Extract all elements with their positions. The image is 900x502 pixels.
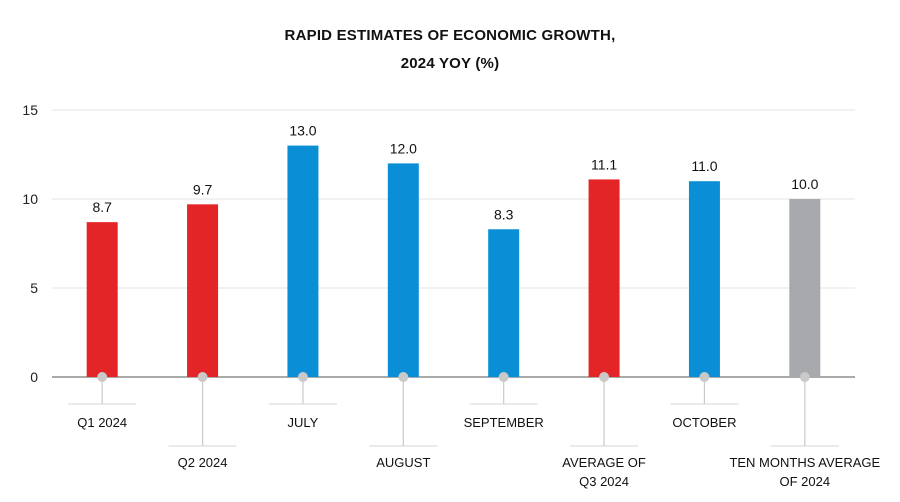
y-tick-label: 10: [22, 191, 38, 207]
x-tick-label: AUGUST: [376, 455, 430, 470]
bar: [789, 199, 821, 377]
axis-dot: [197, 372, 208, 382]
x-tick-label: JULY: [288, 415, 319, 430]
bar: [488, 229, 520, 377]
axis-dot: [498, 372, 509, 382]
y-tick-label: 5: [30, 280, 38, 296]
axis-dot: [97, 372, 108, 382]
axis-dot: [799, 372, 810, 382]
data-label: 8.3: [494, 206, 514, 222]
data-label: 8.7: [92, 199, 112, 215]
bar: [86, 222, 118, 377]
data-label: 12.0: [390, 140, 417, 156]
bar: [287, 145, 319, 377]
x-tick-label: AVERAGE OF: [562, 455, 646, 470]
bar: [688, 181, 720, 377]
axis-dot: [297, 372, 308, 382]
x-tick-label: TEN MONTHS AVERAGE: [729, 455, 880, 470]
bar: [187, 204, 219, 377]
data-label: 11.0: [691, 158, 717, 174]
chart-title-line-1: RAPID ESTIMATES OF ECONOMIC GROWTH,: [284, 27, 616, 44]
x-tick-label: OCTOBER: [672, 415, 736, 430]
bar: [387, 163, 419, 377]
x-tick-label: SEPTEMBER: [464, 415, 544, 430]
chart-title-line-2: 2024 YOY (%): [400, 55, 500, 72]
y-tick-label: 15: [22, 102, 38, 118]
data-label: 13.0: [289, 123, 316, 139]
x-tick-label: OF 2024: [780, 474, 831, 489]
data-label: 10.0: [791, 176, 818, 192]
data-label: 9.7: [193, 181, 213, 197]
x-tick-label: Q3 2024: [579, 474, 629, 489]
x-tick-label: Q1 2024: [77, 415, 127, 430]
x-tick-label: Q2 2024: [178, 455, 228, 470]
y-tick-label: 0: [30, 369, 38, 385]
axis-dot: [699, 372, 710, 382]
data-label: 11.1: [591, 156, 617, 172]
axis-dot: [599, 372, 610, 382]
axis-dot: [398, 372, 409, 382]
bar: [588, 179, 620, 377]
